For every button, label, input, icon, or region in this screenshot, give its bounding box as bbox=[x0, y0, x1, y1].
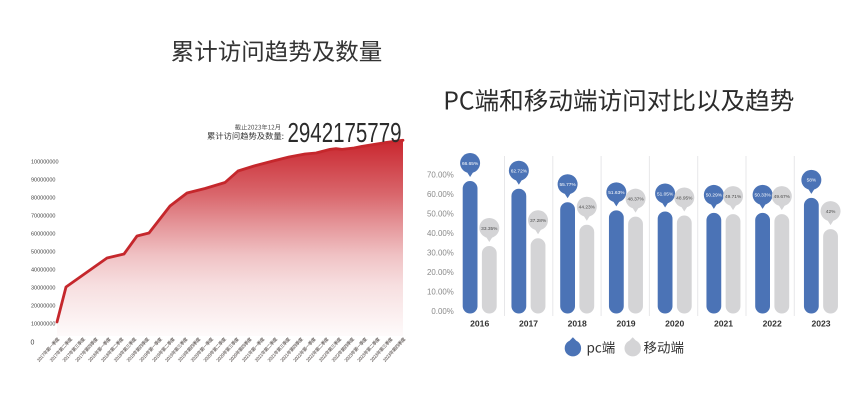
svg-text:58%: 58% bbox=[807, 178, 817, 184]
svg-text:62.72%: 62.72% bbox=[511, 169, 528, 175]
svg-text:30.00%: 30.00% bbox=[427, 248, 454, 257]
svg-text:20.00%: 20.00% bbox=[427, 268, 454, 277]
svg-text:2942175779: 2942175779 bbox=[288, 117, 402, 148]
svg-text:0: 0 bbox=[31, 340, 35, 347]
svg-text:100000000: 100000000 bbox=[31, 160, 59, 166]
svg-text:10.00%: 10.00% bbox=[427, 287, 454, 296]
svg-text:49.71%: 49.71% bbox=[725, 194, 742, 200]
svg-text:2019: 2019 bbox=[616, 319, 635, 329]
svg-text:66.65%: 66.65% bbox=[462, 161, 479, 167]
svg-text:51.63%: 51.63% bbox=[608, 190, 625, 196]
svg-text:48.37%: 48.37% bbox=[627, 197, 644, 203]
svg-text:20000000: 20000000 bbox=[31, 304, 55, 310]
svg-text:80000000: 80000000 bbox=[31, 196, 55, 202]
svg-text:70.00%: 70.00% bbox=[427, 170, 454, 179]
svg-text:50.33%: 50.33% bbox=[754, 193, 771, 199]
svg-text:55.77%: 55.77% bbox=[559, 182, 576, 188]
svg-text:2022: 2022 bbox=[763, 319, 782, 329]
svg-text:60.00%: 60.00% bbox=[427, 190, 454, 199]
svg-text:50000000: 50000000 bbox=[31, 250, 55, 256]
svg-text:70000000: 70000000 bbox=[31, 214, 55, 220]
svg-text:2023: 2023 bbox=[811, 319, 830, 329]
svg-text:40.00%: 40.00% bbox=[427, 229, 454, 238]
svg-text:37.28%: 37.28% bbox=[530, 218, 547, 224]
svg-text:51.05%: 51.05% bbox=[657, 191, 674, 197]
svg-text:50.00%: 50.00% bbox=[427, 209, 454, 218]
svg-text:90000000: 90000000 bbox=[31, 178, 55, 184]
svg-text:2018: 2018 bbox=[568, 319, 587, 329]
svg-text:2017: 2017 bbox=[519, 319, 538, 329]
svg-text:0.00%: 0.00% bbox=[431, 307, 453, 316]
svg-text:2016: 2016 bbox=[470, 319, 489, 329]
svg-text:48.95%: 48.95% bbox=[676, 195, 693, 201]
svg-text:33.35%: 33.35% bbox=[481, 226, 498, 232]
svg-text:2020: 2020 bbox=[665, 319, 684, 329]
svg-text:60000000: 60000000 bbox=[31, 232, 55, 238]
svg-text:10000000: 10000000 bbox=[31, 322, 55, 328]
svg-text:42%: 42% bbox=[826, 209, 836, 215]
svg-text:30000000: 30000000 bbox=[31, 286, 55, 292]
svg-text:40000000: 40000000 bbox=[31, 268, 55, 274]
svg-text:2021: 2021 bbox=[714, 319, 733, 329]
svg-text:44.23%: 44.23% bbox=[579, 205, 596, 211]
svg-text:50.29%: 50.29% bbox=[706, 193, 723, 199]
svg-text:49.67%: 49.67% bbox=[774, 194, 791, 200]
